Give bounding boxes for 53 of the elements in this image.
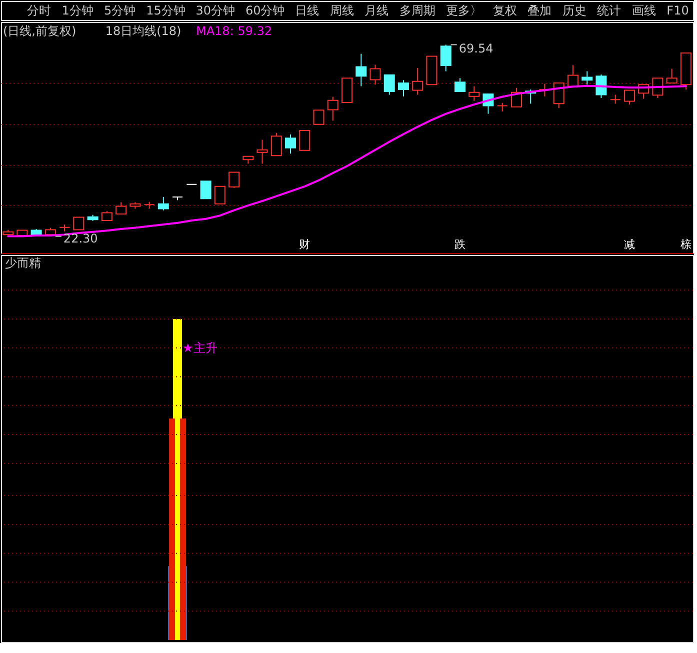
candlestick (116, 202, 127, 214)
text: 月线 (364, 4, 389, 18)
text: 跌 (454, 238, 466, 251)
candlestick (299, 130, 310, 151)
candlestick (158, 196, 169, 211)
candlestick (327, 96, 338, 122)
text: 画线 (632, 4, 656, 18)
text: 5分钟 (104, 4, 136, 18)
candlestick (214, 186, 226, 204)
text: 减 (624, 238, 635, 251)
candlestick (356, 53, 367, 87)
text: 69.54 (458, 42, 494, 56)
text: 分时 (27, 4, 51, 18)
candlestick (553, 82, 564, 109)
text: 复权 (492, 4, 517, 18)
candlestick (468, 86, 480, 102)
chart-title: 少而精 (5, 256, 41, 270)
candlestick (582, 70, 593, 86)
text: 60分钟 (245, 4, 285, 18)
candlestick (313, 110, 324, 125)
text: 15分钟 (146, 4, 186, 18)
text: MA18: 59.32 (196, 24, 272, 38)
candlestick (270, 132, 282, 156)
text: 历史 (562, 4, 586, 18)
text: 22.30 (63, 231, 98, 246)
chart-title: (日线,前复权) (3, 24, 76, 38)
annotation: ★主升 (182, 341, 218, 355)
candlestick (412, 67, 424, 96)
text: 统计 (597, 4, 622, 18)
candlestick (370, 64, 381, 86)
text: 财 (299, 238, 310, 251)
candlestick (256, 139, 268, 164)
candlestick (200, 180, 212, 200)
candlestick (624, 90, 635, 105)
candlestick (454, 78, 466, 92)
candlestick (666, 68, 678, 84)
candlestick (101, 210, 112, 221)
text: 30分钟 (196, 4, 236, 18)
text: 榇 (680, 238, 692, 251)
candlestick (73, 216, 84, 230)
chart-subtitle: 18日均线(18) (105, 24, 182, 38)
candlestick (384, 74, 395, 96)
candlestick (228, 172, 240, 189)
text: 1分钟 (62, 4, 94, 18)
text: 叠加 (528, 4, 552, 18)
candlestick (285, 134, 296, 154)
text: 多周期 (399, 4, 436, 18)
text: F10 (666, 4, 689, 18)
candlestick (567, 64, 578, 87)
text: 更多〉 (446, 4, 482, 18)
candlestick (398, 80, 409, 97)
text: 周线 (330, 4, 354, 18)
text: 日线 (295, 4, 320, 18)
